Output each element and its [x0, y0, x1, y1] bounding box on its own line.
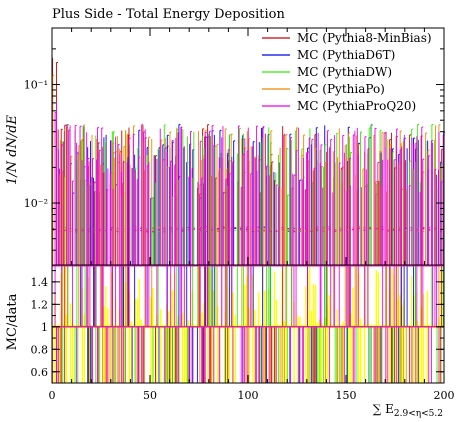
x-tick-label: 150: [336, 389, 357, 402]
upper-y-axis: 10⁻¹ 10⁻²: [24, 48, 444, 251]
ratio-y-axis-label: MC/data: [5, 293, 20, 350]
chart-title: Plus Side - Total Energy Deposition: [52, 7, 285, 22]
ratio-tick-label: 1.2: [31, 298, 49, 311]
ratio-tick-label: 1.4: [31, 276, 49, 289]
ratio-tick-label: 1: [41, 321, 48, 334]
legend-label: MC (PythiaPo): [297, 82, 385, 96]
x-axis-label-main: ∑ E: [373, 402, 394, 416]
x-tick-label: 50: [143, 389, 157, 402]
legend-label: MC (PythiaD6T): [297, 48, 395, 62]
y-tick-label: 10⁻¹: [24, 79, 48, 92]
legend-label: MC (PythiaDW): [297, 65, 392, 79]
x-tick-label: 0: [49, 389, 56, 402]
upper-y-axis-label: 1/N dN/dE: [5, 114, 20, 185]
x-axis-label-sub: 2.9<η<5.2: [394, 409, 443, 419]
x-axis: 0 50 100 150 200: [49, 28, 455, 402]
ratio-tick-label: 0.6: [31, 366, 49, 379]
x-axis-label: ∑ E2.9<η<5.2: [373, 402, 443, 419]
upper-plot-area: [52, 57, 446, 265]
x-tick-label: 200: [434, 389, 455, 402]
legend-label: MC (Pythia8-MinBias): [297, 31, 432, 45]
ratio-tick-label: 0.8: [31, 343, 49, 356]
legend-label: MC (PythiaProQ20): [297, 99, 416, 113]
ratio-plot-area: [52, 265, 445, 383]
x-tick-label: 100: [238, 389, 259, 402]
legend: MC (Pythia8-MinBias) MC (PythiaD6T) MC (Py…: [262, 31, 432, 113]
ratio-y-axis: 0.6 0.8 1 1.2 1.4: [31, 270, 444, 384]
y-tick-label: 10⁻²: [24, 197, 48, 210]
